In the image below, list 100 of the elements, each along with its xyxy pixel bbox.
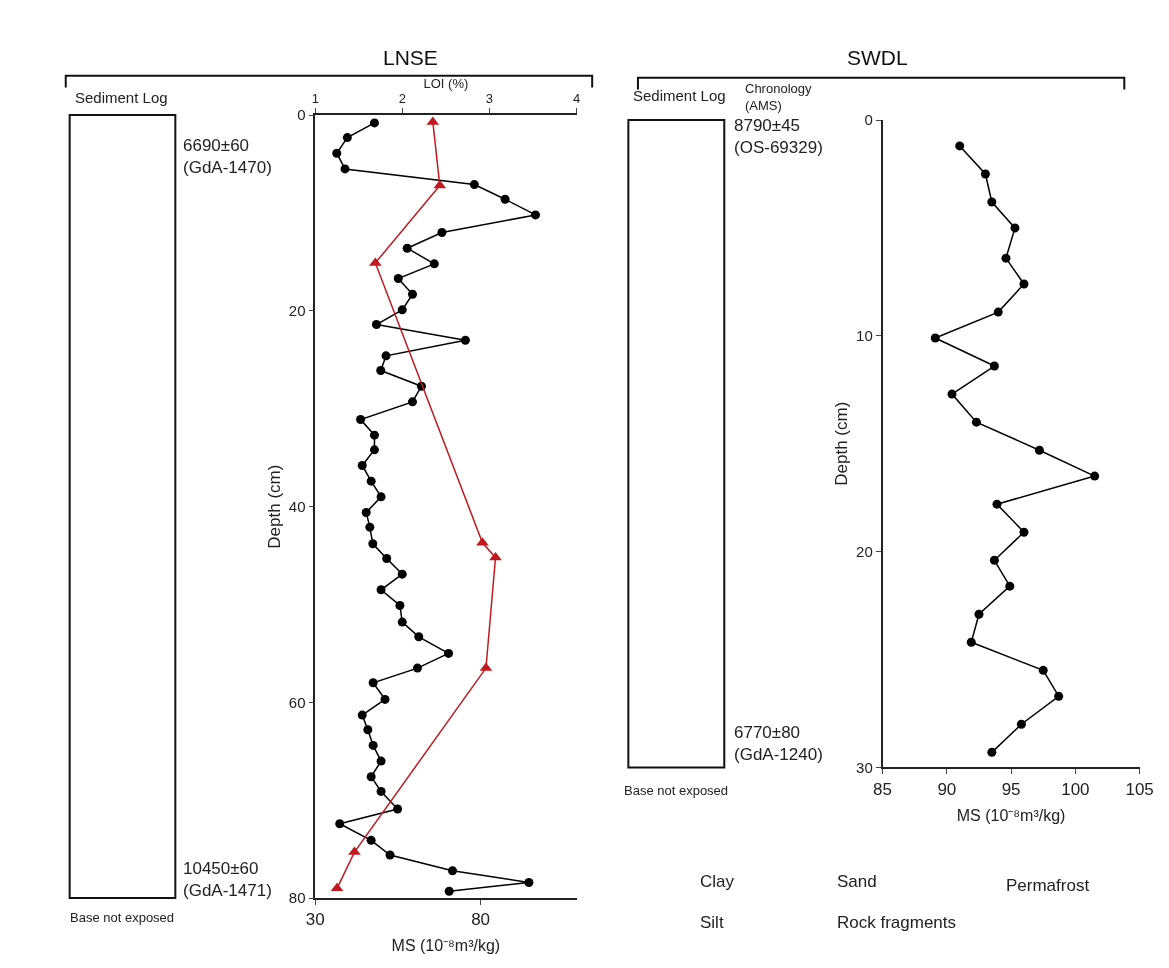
- y-tick-label: 0: [297, 106, 306, 124]
- point: [365, 522, 375, 532]
- point: [376, 786, 386, 796]
- point: [1019, 527, 1029, 537]
- chart-title: SWDL: [847, 46, 908, 69]
- point: [385, 850, 395, 860]
- point: [414, 632, 424, 642]
- point: [382, 553, 392, 563]
- chart-title: LNSE: [383, 46, 438, 69]
- y-axis-title: Depth (cm): [832, 401, 852, 486]
- point: [356, 414, 366, 424]
- point: [376, 756, 386, 766]
- point: [376, 492, 386, 502]
- point: [980, 169, 990, 179]
- point: [393, 274, 403, 284]
- text: Sediment Log: [75, 89, 168, 106]
- point: [408, 397, 417, 407]
- point: [437, 228, 447, 238]
- point: [989, 555, 999, 565]
- point: [381, 351, 391, 361]
- point: [1001, 253, 1011, 263]
- point: [412, 663, 422, 673]
- point: [361, 507, 371, 517]
- point: [1005, 581, 1015, 591]
- point: [397, 305, 407, 315]
- point: [1090, 471, 1100, 481]
- text: 10450±60 (GdA-1471): [183, 859, 272, 901]
- point: [408, 289, 417, 299]
- point: [368, 740, 378, 750]
- point: [380, 694, 390, 704]
- point: [989, 361, 999, 371]
- point: [469, 180, 479, 190]
- x2-tick-label: 1: [311, 91, 319, 107]
- point: [930, 333, 940, 343]
- text: Permafrost: [1006, 876, 1090, 895]
- x2-tick-label: 2: [398, 91, 406, 107]
- x2-tick-label: 3: [485, 91, 494, 107]
- point: [987, 197, 997, 207]
- x-tick-label: 105: [1125, 779, 1154, 799]
- x-tick-label: 100: [1061, 779, 1090, 799]
- point: [993, 307, 1003, 317]
- x-tick-label: 85: [873, 779, 893, 799]
- point: [947, 389, 957, 399]
- text: Base not exposed: [624, 783, 729, 798]
- point: [366, 772, 376, 782]
- point: [955, 141, 965, 151]
- text: Base not exposed: [70, 910, 175, 925]
- text: 6690±60 (GdA-1470): [183, 136, 272, 178]
- point: [444, 886, 454, 896]
- point: [1054, 691, 1064, 701]
- point: [444, 648, 454, 658]
- text: Rock fragments: [837, 913, 957, 932]
- point: [395, 600, 405, 610]
- point: [987, 747, 997, 757]
- y-tick-label: 0: [864, 111, 873, 129]
- point: [397, 569, 407, 579]
- point: [531, 210, 541, 220]
- point: [369, 430, 379, 440]
- point: [357, 460, 367, 470]
- point: [342, 133, 352, 143]
- point: [397, 617, 407, 627]
- point: [340, 164, 350, 174]
- point: [966, 637, 976, 647]
- y-axis-title: Depth (cm): [264, 464, 284, 549]
- point: [357, 710, 367, 720]
- x-axis-title: MS (10⁻⁸m³/kg): [956, 806, 1066, 824]
- point: [1034, 445, 1044, 455]
- text: 6770±80 (GdA-1240): [734, 723, 823, 765]
- y-tick-label: 20: [856, 542, 873, 560]
- point: [376, 585, 386, 595]
- point: [429, 259, 439, 269]
- text: Silt: [700, 913, 724, 932]
- text: 8790±45 (OS-69329): [734, 116, 823, 158]
- point: [524, 877, 534, 887]
- point: [376, 366, 386, 376]
- text: Clay: [700, 872, 735, 891]
- point: [1038, 665, 1048, 675]
- point: [1019, 279, 1029, 289]
- point: [332, 148, 342, 158]
- point: [992, 499, 1002, 509]
- point: [369, 445, 379, 455]
- point: [366, 476, 376, 486]
- point: [371, 320, 381, 330]
- point: [1016, 719, 1026, 729]
- x-axis-title: MS (10⁻⁸m³/kg): [391, 937, 501, 955]
- point: [460, 335, 470, 345]
- y-tick-label: 60: [288, 693, 306, 711]
- y-tick-label: 80: [288, 889, 306, 907]
- text: Sediment Log: [633, 87, 726, 104]
- y-tick-label: 20: [288, 302, 306, 320]
- point: [971, 417, 981, 427]
- point: [402, 243, 412, 253]
- x-tick-label: 90: [937, 779, 957, 799]
- point: [500, 194, 510, 204]
- point: [368, 678, 378, 688]
- y-tick-label: 40: [288, 497, 306, 515]
- y-tick-label: 10: [856, 327, 873, 345]
- point: [369, 118, 379, 128]
- point: [448, 866, 457, 876]
- text: Sand: [837, 872, 877, 891]
